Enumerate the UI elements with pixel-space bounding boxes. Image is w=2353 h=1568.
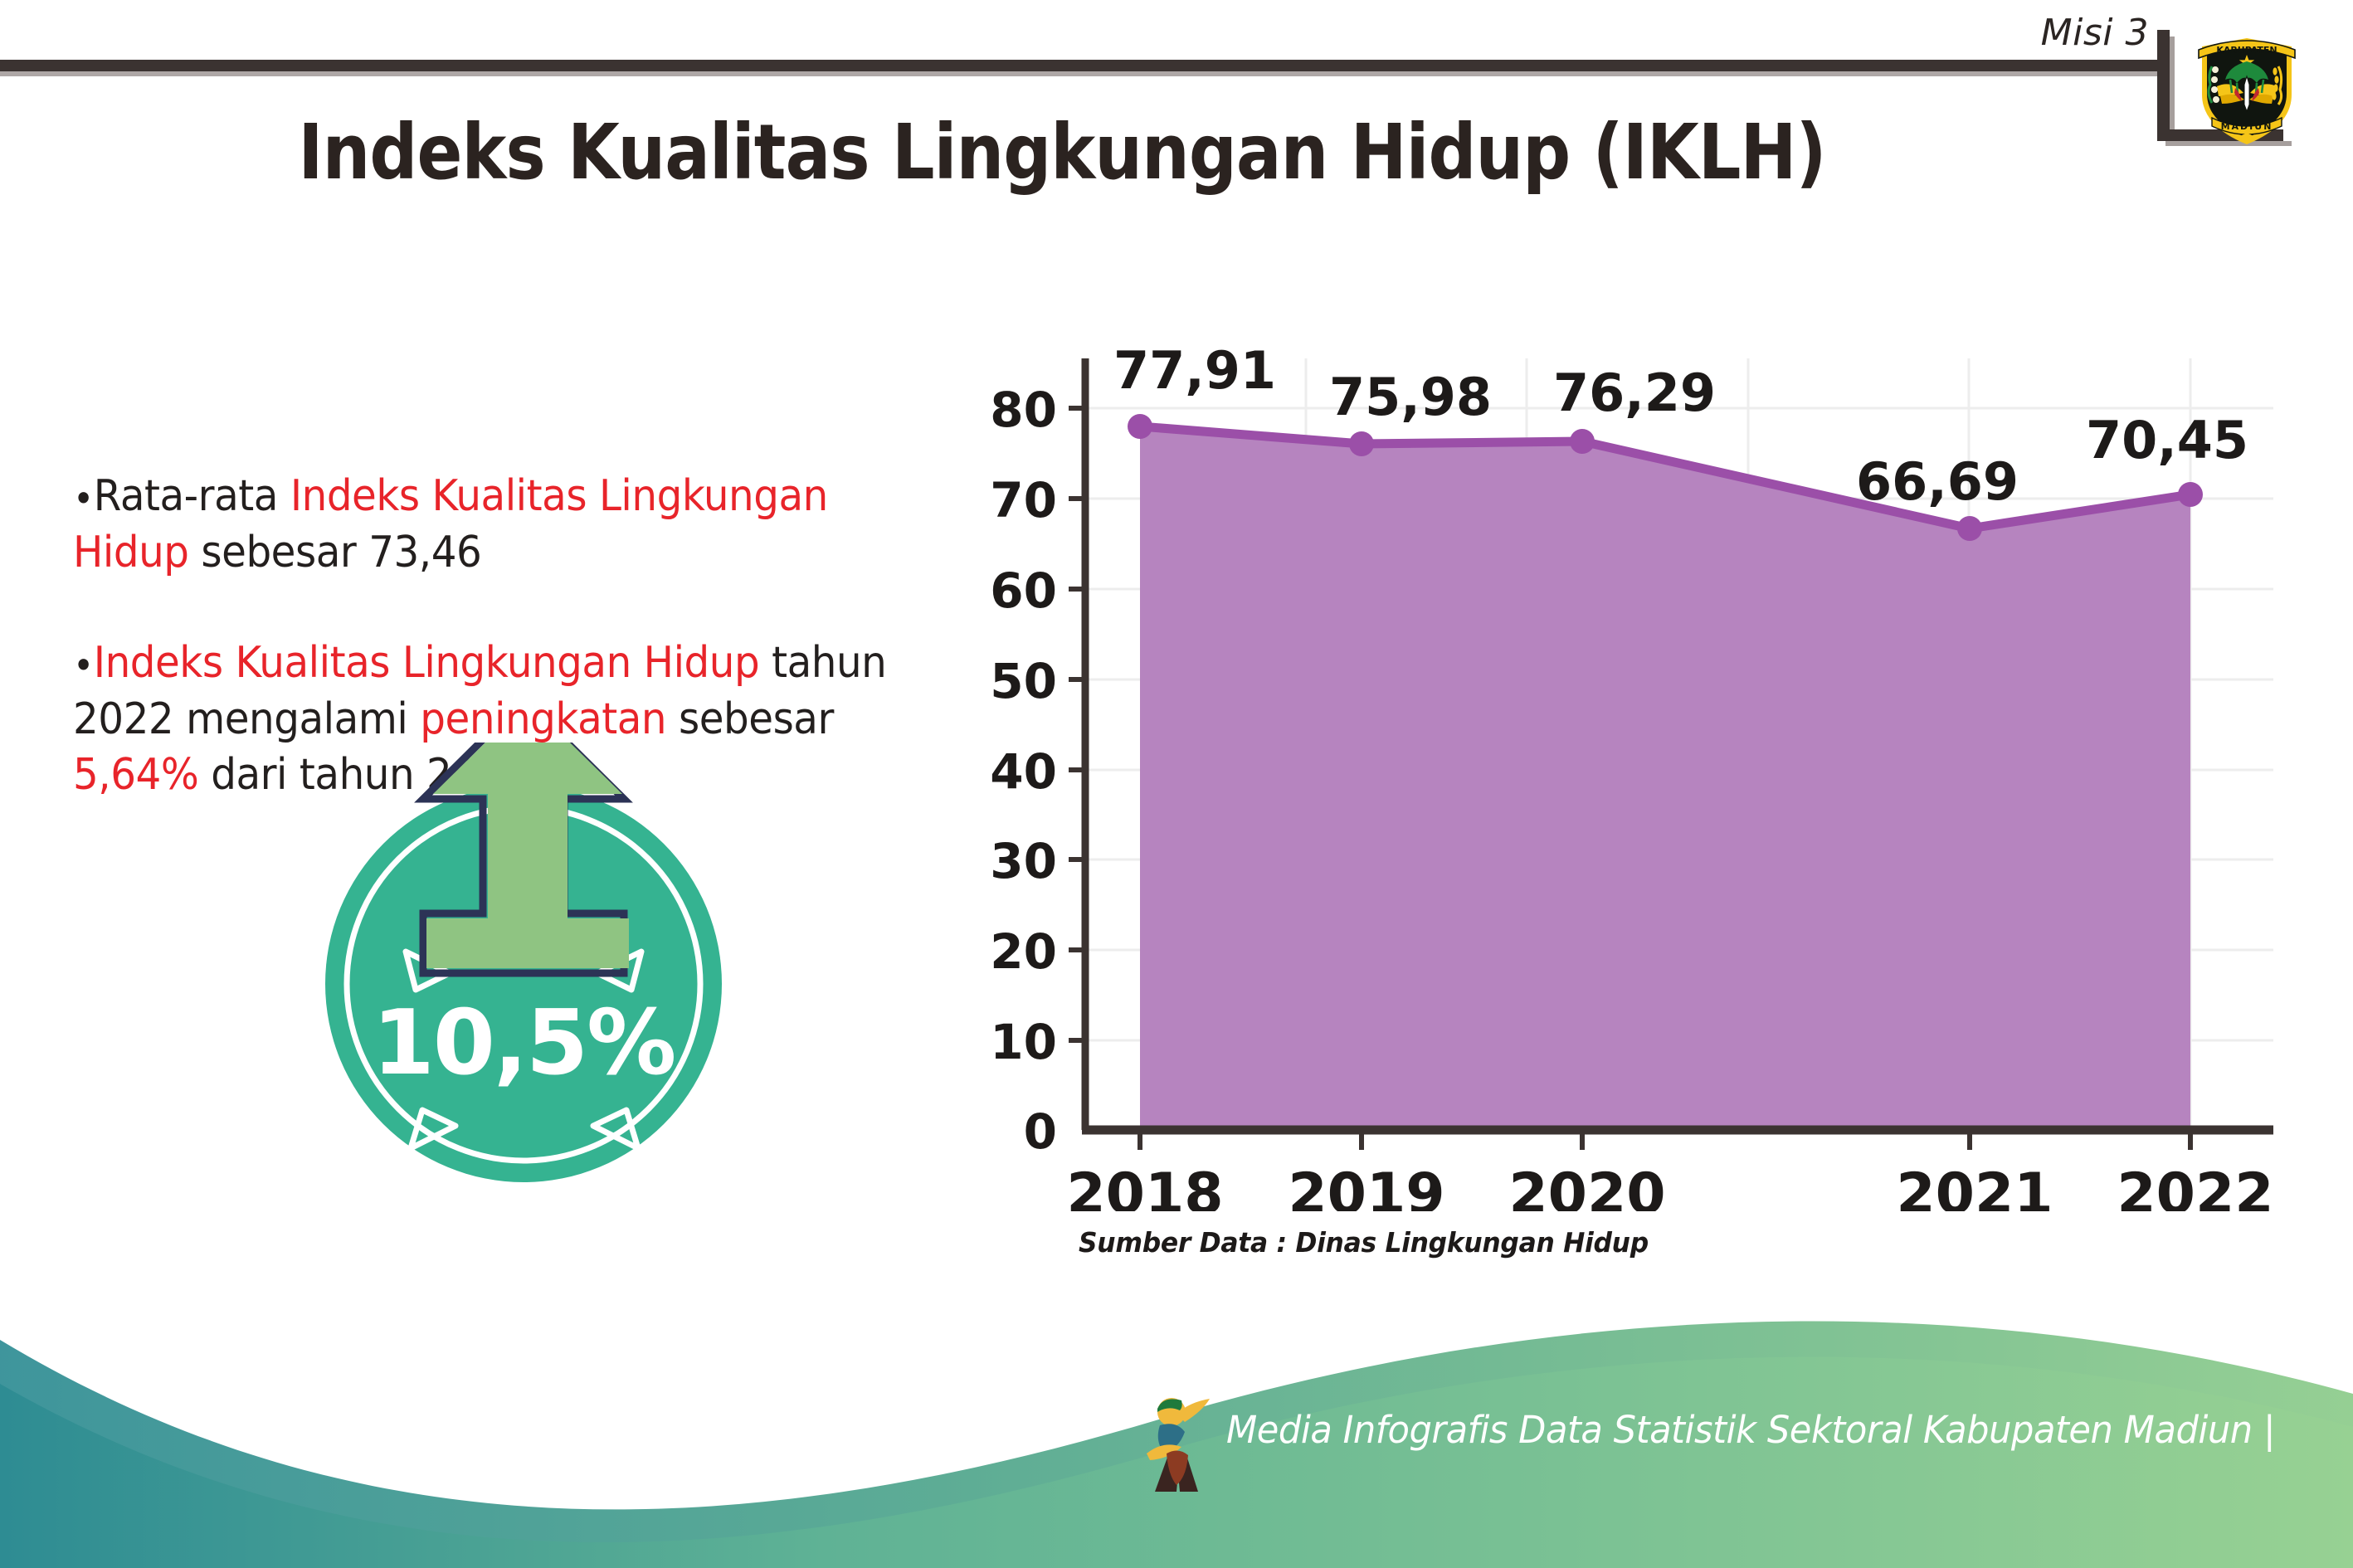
y-tick-label: 50 [990,653,1057,709]
y-tick-label: 40 [990,743,1057,800]
y-tick-label: 10 [990,1014,1057,1070]
y-tick-label: 80 [990,382,1057,438]
x-tick-label: 2021 [1896,1161,2053,1211]
chart-data-markers [1128,414,2203,541]
growth-badge: 10,5% [325,743,748,1182]
growth-badge-graphic [325,743,722,1182]
chart-value-labels: 77,91 75,98 76,29 66,69 70,45 [1113,340,2248,512]
data-label: 75,98 [1329,367,1492,427]
header-rule-shadow [0,71,2167,76]
footer: Media Infografis Data Statistik Sektoral… [0,1294,2353,1568]
emblem-frame-horizontal-shadow [2165,141,2292,146]
bullet-1-text-plain-1: Rata-rata [93,471,290,521]
chart-area-fill [1140,426,2190,1130]
emblem-frame-vertical-rail [2157,30,2170,141]
arrow-up-icon [426,743,629,968]
y-tick-label: 20 [990,923,1057,980]
x-tick-label: 2019 [1288,1161,1444,1211]
data-label: 66,69 [1856,451,2019,512]
bullet-2-text-plain-2: sebesar [666,694,834,744]
y-tick-label: 0 [1024,1103,1057,1160]
badge-circle [325,786,722,1182]
bullet-2-text-highlight-3: 5,64% [73,750,199,801]
x-tick-label: 2022 [2117,1161,2273,1211]
chart-canvas: 80 70 60 50 40 30 20 10 0 2018 2019 2020… [990,340,2273,1211]
kabupaten-madiun-emblem-icon: KABUPATEN MADIUN [2198,38,2296,144]
chart-x-ticks [1138,1130,2193,1150]
bullet-2-text-plain-1: tahun 2022 mengalami [73,638,887,744]
bullet-dot-icon: • [73,476,94,521]
emblem-top-label: KABUPATEN [2216,45,2277,56]
chart-y-ticks [1069,406,1085,1043]
footer-caption: Media Infografis Data Statistik Sektoral… [1226,1408,2276,1452]
x-tick-label: 2020 [1508,1161,1665,1211]
bullet-dot-icon: • [73,643,94,689]
emblem-frame: KABUPATEN MADIUN [2157,30,2345,146]
y-tick-label: 30 [990,833,1057,889]
iklh-area-chart: 80 70 60 50 40 30 20 10 0 2018 2019 2020… [979,282,2273,1211]
data-label: 76,29 [1553,363,1716,423]
x-tick-label: 2018 [1066,1161,1223,1211]
misi-label: Misi 3 [2040,12,2149,54]
data-label: 77,91 [1113,340,1276,401]
y-tick-label: 60 [990,562,1057,619]
emblem-bottom-label: MADIUN [2221,121,2273,132]
growth-percentage-value: 10,5% [372,991,677,1095]
chart-source-note: Sumber Data : Dinas Lingkungan Hidup [1079,1226,1649,1259]
list-item: •Rata-rata Indeks Kualitas Lingkungan Hi… [73,469,906,581]
bullet-1-text-plain-2: sebesar 73,46 [188,527,482,577]
emblem-frame-vertical-shadow [2170,37,2175,141]
data-label: 70,45 [2086,410,2248,470]
bullet-2-text-highlight-2: peningkatan [420,694,667,744]
dancer-figure-icon [1147,1398,1210,1492]
bullet-2-text-highlight-1: Indeks Kualitas Lingkungan Hidup [93,638,760,689]
bullet-1-text-highlight: Indeks Kualitas Lingkungan Hidup [73,471,828,577]
header-rule [0,60,2167,71]
y-tick-label: 70 [990,472,1057,528]
chart-x-tick-labels: 2018 2019 2020 2021 2022 [1066,1161,2273,1211]
page-title: Indeks Kualitas Lingkungan Hidup (IKLH) [298,108,1826,197]
chart-y-tick-labels: 80 70 60 50 40 30 20 10 0 [990,382,1057,1160]
